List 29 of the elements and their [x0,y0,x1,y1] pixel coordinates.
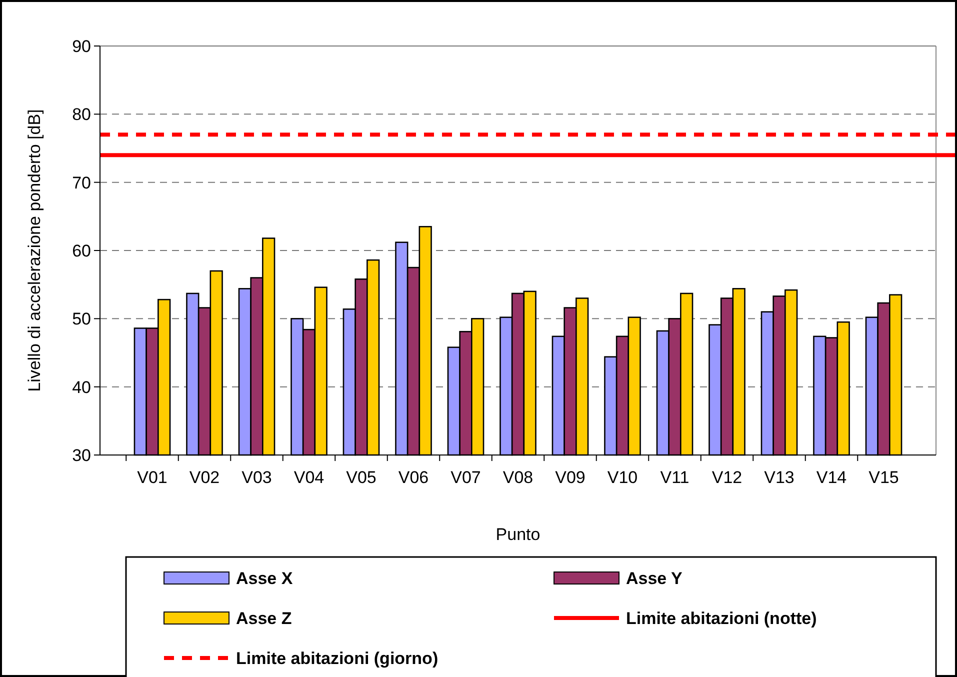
x-tick-label: V09 [555,468,586,487]
x-tick-label: V01 [137,468,168,487]
x-tick-label: V07 [450,468,481,487]
legend-label: Asse Z [236,608,292,628]
y-tick-label: 50 [72,310,91,329]
y-axis-title: Livello di accelerazione ponderto [dB] [25,109,44,392]
legend-label: Asse Y [626,568,684,588]
legend-label: Limite abitazioni (giorno) [236,648,438,668]
y-tick-label: 30 [72,446,91,465]
x-tick-label: V06 [398,468,429,487]
y-tick-label: 90 [72,36,91,56]
x-tick-label: V08 [502,468,534,487]
y-tick-label: 40 [72,378,91,397]
legend-label: Asse X [236,568,294,588]
y-tick-label: 60 [72,241,91,260]
x-tick-label: V14 [816,468,847,487]
x-tick-label: V10 [607,468,638,487]
y-tick-label: 70 [72,173,91,192]
x-tick-label: V15 [868,468,899,487]
x-tick-label: V12 [712,468,742,487]
x-tick-label: V02 [189,468,220,487]
y-tick-label: 80 [72,105,91,124]
x-tick-label: V03 [242,468,272,487]
x-tick-label: V11 [660,468,690,487]
legend-label: Limite abitazioni (notte) [626,608,817,628]
x-tick-label: V04 [294,468,324,487]
x-tick-label: V05 [346,468,376,487]
x-axis-title: Punto [496,525,540,544]
x-tick-label: V13 [764,468,794,487]
